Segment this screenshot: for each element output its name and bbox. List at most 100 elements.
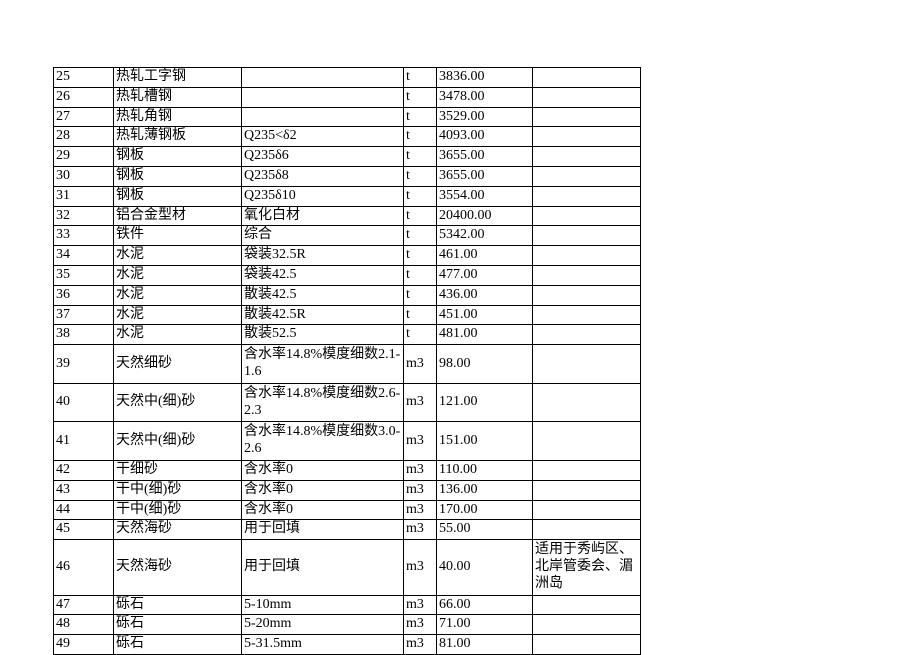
table-cell: 28 bbox=[54, 127, 114, 147]
table-cell: 43 bbox=[54, 480, 114, 500]
table-cell bbox=[533, 107, 641, 127]
table-cell: 适用于秀屿区、北岸管委会、湄洲岛 bbox=[533, 540, 641, 595]
table-cell: 水泥 bbox=[114, 285, 242, 305]
table-cell: 436.00 bbox=[437, 285, 533, 305]
table-cell: t bbox=[404, 147, 437, 167]
table-cell: 5-31.5mm bbox=[242, 635, 404, 655]
table-row: 38水泥散装52.5t481.00 bbox=[54, 325, 641, 345]
table-cell: 49 bbox=[54, 635, 114, 655]
table-cell: m3 bbox=[404, 635, 437, 655]
table-row: 25热轧工字钢t3836.00 bbox=[54, 68, 641, 88]
table-cell: t bbox=[404, 246, 437, 266]
table-cell: 综合 bbox=[242, 226, 404, 246]
table-cell: m3 bbox=[404, 345, 437, 384]
table-row: 47砾石5-10mmm366.00 bbox=[54, 595, 641, 615]
table-cell bbox=[533, 383, 641, 422]
table-cell: t bbox=[404, 127, 437, 147]
table-cell: 170.00 bbox=[437, 500, 533, 520]
table-cell bbox=[533, 305, 641, 325]
table-cell: 44 bbox=[54, 500, 114, 520]
table-cell: 氧化白材 bbox=[242, 206, 404, 226]
table-row: 41天然中(细)砂含水率14.8%模度细数3.0-2.6m3151.00 bbox=[54, 422, 641, 461]
table-row: 30钢板Q235δ8t3655.00 bbox=[54, 166, 641, 186]
table-row: 42干细砂含水率0m3110.00 bbox=[54, 460, 641, 480]
table-cell: 用于回填 bbox=[242, 540, 404, 595]
table-row: 34水泥袋装32.5Rt461.00 bbox=[54, 246, 641, 266]
table-row: 45天然海砂用于回填m355.00 bbox=[54, 520, 641, 540]
table-cell bbox=[533, 285, 641, 305]
table-cell: 水泥 bbox=[114, 246, 242, 266]
table-cell bbox=[533, 500, 641, 520]
table-cell: 散装52.5 bbox=[242, 325, 404, 345]
table-cell bbox=[533, 480, 641, 500]
table-cell: m3 bbox=[404, 540, 437, 595]
table-row: 28热轧薄钢板Q235<δ2t4093.00 bbox=[54, 127, 641, 147]
table-cell: 25 bbox=[54, 68, 114, 88]
table-cell: 45 bbox=[54, 520, 114, 540]
table-cell: 81.00 bbox=[437, 635, 533, 655]
table-cell: m3 bbox=[404, 460, 437, 480]
table-cell: Q235δ8 bbox=[242, 166, 404, 186]
table-row: 27热轧角钢t3529.00 bbox=[54, 107, 641, 127]
table-cell: 含水率0 bbox=[242, 480, 404, 500]
table-cell bbox=[533, 68, 641, 88]
table-cell: t bbox=[404, 226, 437, 246]
table-cell: 干中(细)砂 bbox=[114, 500, 242, 520]
table-row: 33铁件综合t5342.00 bbox=[54, 226, 641, 246]
table-cell: t bbox=[404, 285, 437, 305]
table-cell: m3 bbox=[404, 480, 437, 500]
table-cell: 55.00 bbox=[437, 520, 533, 540]
table-row: 31钢板Q235δ10t3554.00 bbox=[54, 186, 641, 206]
table-row: 37水泥散装42.5Rt451.00 bbox=[54, 305, 641, 325]
table-row: 40天然中(细)砂含水率14.8%模度细数2.6-2.3m3121.00 bbox=[54, 383, 641, 422]
table-cell: 39 bbox=[54, 345, 114, 384]
table-cell: 含水率14.8%模度细数2.1-1.6 bbox=[242, 345, 404, 384]
table-cell: t bbox=[404, 206, 437, 226]
table-cell: 3529.00 bbox=[437, 107, 533, 127]
table-cell bbox=[533, 422, 641, 461]
table-cell bbox=[533, 206, 641, 226]
table-cell: 20400.00 bbox=[437, 206, 533, 226]
table-cell: 热轧工字钢 bbox=[114, 68, 242, 88]
table-cell: 含水率0 bbox=[242, 460, 404, 480]
table-cell: 36 bbox=[54, 285, 114, 305]
table-cell: 477.00 bbox=[437, 265, 533, 285]
table-cell: m3 bbox=[404, 595, 437, 615]
table-cell: Q235δ10 bbox=[242, 186, 404, 206]
table-cell: 散装42.5R bbox=[242, 305, 404, 325]
table-cell: m3 bbox=[404, 615, 437, 635]
table-cell bbox=[533, 127, 641, 147]
table-cell: t bbox=[404, 305, 437, 325]
table-cell bbox=[533, 520, 641, 540]
table-cell: m3 bbox=[404, 422, 437, 461]
table-cell: 热轧薄钢板 bbox=[114, 127, 242, 147]
table-cell: 5-10mm bbox=[242, 595, 404, 615]
table-cell: t bbox=[404, 166, 437, 186]
table-cell: 66.00 bbox=[437, 595, 533, 615]
table-cell: 干细砂 bbox=[114, 460, 242, 480]
table-cell bbox=[533, 226, 641, 246]
table-cell bbox=[533, 325, 641, 345]
table-cell: t bbox=[404, 68, 437, 88]
table-cell: 3655.00 bbox=[437, 147, 533, 167]
table-cell: 水泥 bbox=[114, 325, 242, 345]
table-cell: 干中(细)砂 bbox=[114, 480, 242, 500]
table-cell bbox=[533, 166, 641, 186]
table-cell: 110.00 bbox=[437, 460, 533, 480]
table-cell: 砾石 bbox=[114, 635, 242, 655]
table-row: 29钢板Q235δ6t3655.00 bbox=[54, 147, 641, 167]
table-cell: 34 bbox=[54, 246, 114, 266]
materials-price-table: 25热轧工字钢t3836.0026热轧槽钢t3478.0027热轧角钢t3529… bbox=[53, 67, 641, 655]
table-cell: 27 bbox=[54, 107, 114, 127]
table-cell: 天然细砂 bbox=[114, 345, 242, 384]
table-cell: 30 bbox=[54, 166, 114, 186]
table-cell bbox=[533, 186, 641, 206]
table-cell: Q235δ6 bbox=[242, 147, 404, 167]
table-cell: 42 bbox=[54, 460, 114, 480]
table-cell bbox=[242, 107, 404, 127]
table-row: 43干中(细)砂含水率0m3136.00 bbox=[54, 480, 641, 500]
table-cell: 含水率14.8%模度细数3.0-2.6 bbox=[242, 422, 404, 461]
table-row: 32铝合金型材氧化白材t20400.00 bbox=[54, 206, 641, 226]
table-cell: 水泥 bbox=[114, 305, 242, 325]
table-cell: 481.00 bbox=[437, 325, 533, 345]
